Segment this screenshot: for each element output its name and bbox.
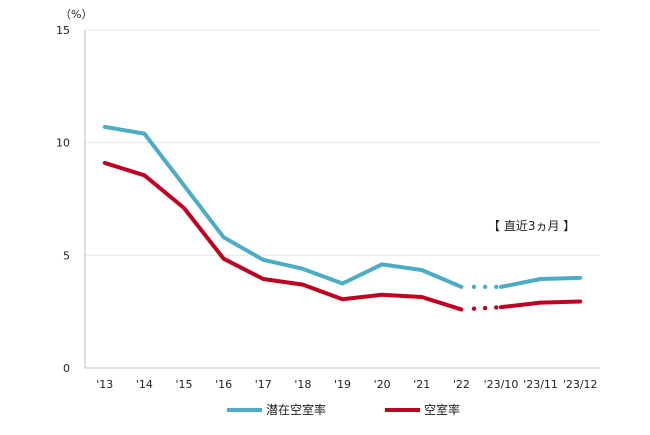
x-tick-label: '22 xyxy=(453,378,470,391)
series-group xyxy=(102,124,583,312)
connector-dot xyxy=(482,284,488,290)
legend: 潜在空室率 空室率 xyxy=(227,402,460,417)
x-tick-label: '23/10 xyxy=(484,378,519,391)
connector-dot xyxy=(482,305,488,311)
x-tick-label: '19 xyxy=(334,378,351,391)
legend-label-series-1: 潜在空室率 xyxy=(266,402,326,417)
x-tick-label: '16 xyxy=(215,378,232,391)
x-tick-label: '13 xyxy=(96,378,113,391)
y-axis-ticks: 0 5 10 15 xyxy=(56,24,70,375)
y-tick-label: 10 xyxy=(56,137,70,150)
y-tick-label: 5 xyxy=(63,249,70,262)
x-axis-ticks: '13 '14 '15 '16 '17 '18 '19 '20 '21 '22 '23/10 '23/… xyxy=(96,378,597,391)
connector-dot xyxy=(494,284,499,290)
x-tick-label: '23/12 xyxy=(563,378,598,391)
series-line-monthly xyxy=(498,299,583,310)
connector-dot xyxy=(471,284,477,290)
x-tick-label: '20 xyxy=(374,378,391,391)
series-line-annual xyxy=(102,160,464,312)
series-line-annual xyxy=(102,124,464,289)
series-2 xyxy=(102,160,583,312)
gridlines xyxy=(85,29,600,256)
x-tick-label: '23/11 xyxy=(523,378,558,391)
x-tick-label: '14 xyxy=(136,378,153,391)
connector-dot xyxy=(471,306,477,311)
x-tick-label: '18 xyxy=(294,378,311,391)
connector-dot xyxy=(494,305,499,310)
series-1 xyxy=(102,124,583,290)
x-tick-label: '21 xyxy=(413,378,430,391)
series-line-monthly xyxy=(498,275,583,289)
recent-three-months-annotation: 【 直近3ヵ月 】 xyxy=(488,219,575,233)
x-tick-label: '15 xyxy=(176,378,193,391)
x-tick-label: '17 xyxy=(255,378,272,391)
y-axis-unit-label: （%） xyxy=(60,8,92,21)
y-tick-label: 15 xyxy=(56,24,70,37)
y-tick-label: 0 xyxy=(63,362,70,375)
legend-label-series-2: 空室率 xyxy=(424,402,460,417)
